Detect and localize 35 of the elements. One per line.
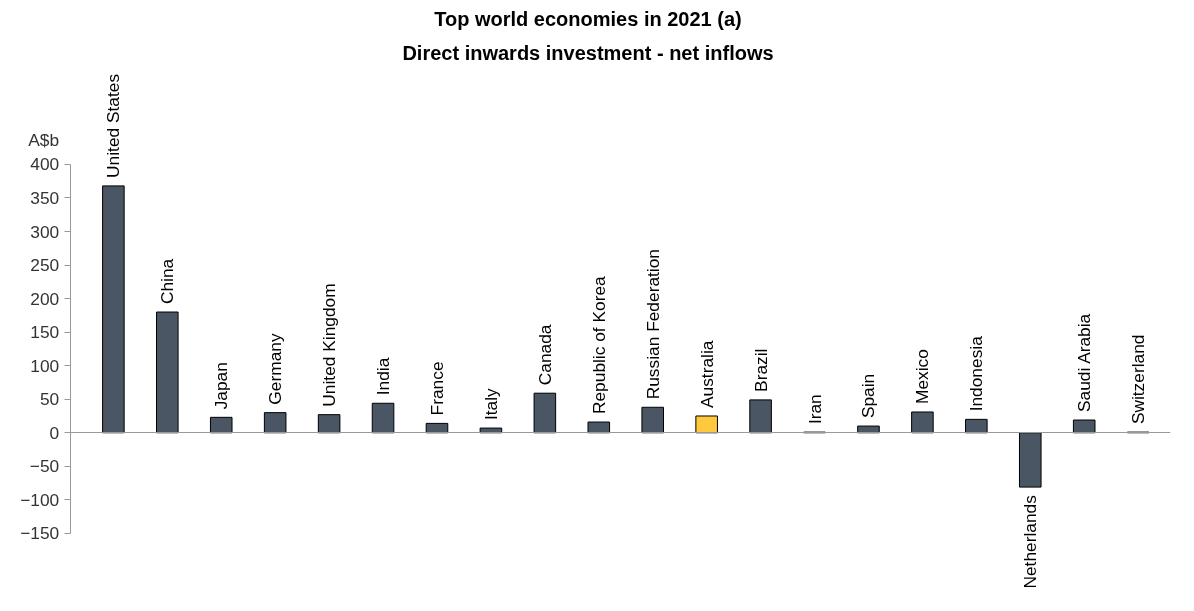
x-tick-label: Russian Federation bbox=[642, 249, 663, 400]
y-tick-label: 0 bbox=[49, 422, 60, 443]
chart-title: Top world economies in 2021 (a) bbox=[434, 7, 742, 30]
y-tick-label: 300 bbox=[30, 221, 60, 242]
x-tick-label: Iran bbox=[804, 394, 825, 425]
x-tick-label: Netherlands bbox=[1020, 494, 1041, 589]
x-tick-label: Saudi Arabia bbox=[1074, 313, 1095, 413]
y-tick-label: 350 bbox=[30, 187, 60, 208]
x-tick-label: Australia bbox=[696, 340, 717, 408]
x-tick-label: China bbox=[157, 258, 178, 305]
x-tick-label: France bbox=[426, 361, 447, 416]
y-axis-title: A$b bbox=[28, 130, 60, 151]
x-tick-label: United Kingdom bbox=[319, 283, 340, 407]
y-tick-label: −150 bbox=[20, 523, 60, 544]
x-tick-label: Spain bbox=[858, 373, 879, 419]
y-tick-label: −50 bbox=[29, 456, 60, 477]
x-tick-label: India bbox=[373, 357, 394, 396]
y-tick-label: 150 bbox=[30, 322, 60, 343]
x-tick-label: United States bbox=[103, 73, 124, 178]
y-tick-label: 100 bbox=[30, 355, 60, 376]
y-tick-label: −100 bbox=[20, 489, 60, 510]
y-tick-label: 400 bbox=[30, 154, 60, 175]
y-tick-label: 200 bbox=[30, 288, 60, 309]
y-tick-label: 50 bbox=[39, 389, 60, 410]
x-tick-label: Italy bbox=[480, 387, 501, 421]
x-tick-label: Canada bbox=[534, 324, 555, 386]
x-tick-label: Japan bbox=[211, 362, 232, 410]
x-tick-label: Brazil bbox=[750, 348, 771, 392]
chart-subtitle: Direct inwards investment - net inflows bbox=[402, 41, 774, 64]
y-tick-label: 250 bbox=[30, 255, 60, 276]
x-tick-label: Republic of Korea bbox=[588, 275, 609, 415]
x-tick-label: Mexico bbox=[912, 349, 933, 404]
x-tick-label: Indonesia bbox=[966, 335, 987, 412]
x-tick-label: Switzerland bbox=[1128, 334, 1149, 425]
x-tick-label: Germany bbox=[265, 333, 286, 405]
